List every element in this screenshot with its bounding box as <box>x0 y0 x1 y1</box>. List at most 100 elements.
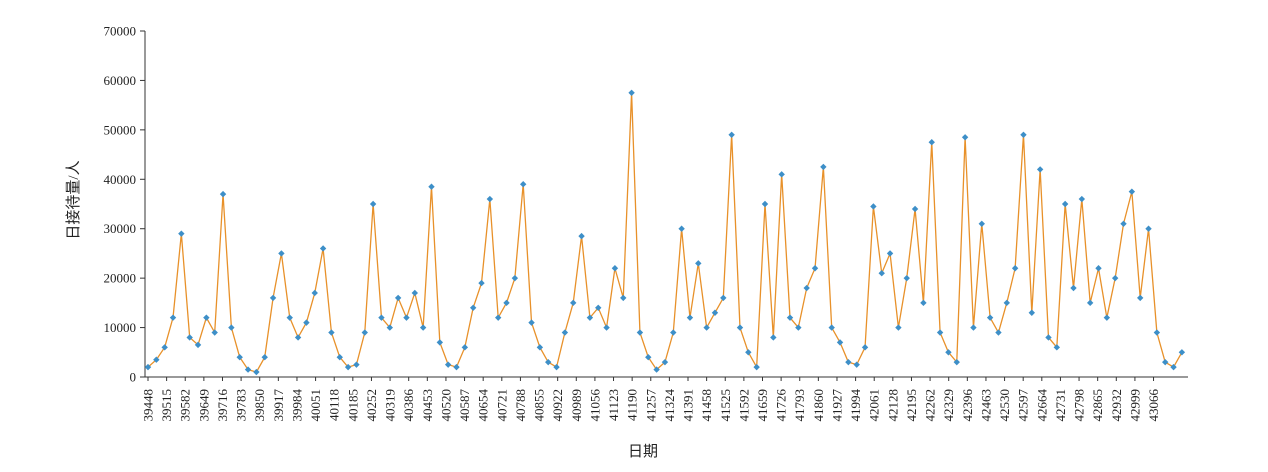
data-point <box>503 299 510 307</box>
x-tick-label: 40185 <box>345 389 360 422</box>
x-tick-label: 42932 <box>1109 389 1124 422</box>
data-point <box>945 349 952 356</box>
x-tick-label: 40654 <box>476 389 491 422</box>
data-point <box>628 89 635 96</box>
data-point <box>611 265 619 272</box>
x-tick-label: 41860 <box>811 389 826 422</box>
data-point <box>211 329 218 336</box>
x-tick-label: 40587 <box>457 389 472 422</box>
x-tick-label: 42865 <box>1090 389 1105 422</box>
data-point <box>344 363 352 371</box>
data-point <box>845 358 852 366</box>
y-tick-label: 70000 <box>104 24 137 39</box>
data-point <box>494 314 502 321</box>
data-point <box>853 361 860 368</box>
data-point <box>653 366 660 373</box>
data-point <box>219 190 227 198</box>
x-tick-label: 41793 <box>792 389 807 422</box>
x-tick-label: 40788 <box>513 389 528 422</box>
data-point <box>511 274 519 282</box>
data-point <box>328 329 335 336</box>
x-tick-label: 42664 <box>1034 389 1049 422</box>
data-point <box>911 205 919 213</box>
x-tick-label: 39850 <box>252 389 267 422</box>
data-point <box>286 314 293 321</box>
data-point <box>770 334 777 341</box>
data-point <box>986 314 994 321</box>
data-point <box>1011 265 1019 272</box>
data-point <box>486 195 494 203</box>
data-point <box>428 183 435 190</box>
data-point <box>1128 188 1136 195</box>
y-tick-label: 20000 <box>104 271 137 286</box>
x-tick-label: 39716 <box>215 389 230 422</box>
data-point <box>1053 344 1061 351</box>
data-point <box>795 324 802 331</box>
data-point <box>820 163 827 171</box>
y-tick-label: 50000 <box>104 122 137 137</box>
x-tick-label: 42061 <box>867 389 882 422</box>
data-point <box>1078 195 1086 203</box>
x-tick-label: 41056 <box>587 389 602 422</box>
data-point <box>353 361 360 368</box>
data-point <box>878 270 885 277</box>
data-point <box>520 181 527 188</box>
x-tick-label: 39917 <box>271 389 286 422</box>
data-point <box>545 358 552 366</box>
data-point <box>595 304 602 311</box>
data-point <box>736 324 744 331</box>
y-tick-label: 10000 <box>104 320 137 335</box>
x-tick-label: 42329 <box>941 389 956 422</box>
x-tick-label: 39984 <box>289 389 304 422</box>
data-point <box>686 314 694 321</box>
x-tick-label: 40118 <box>327 389 342 421</box>
data-point <box>661 358 669 366</box>
data-point <box>336 354 343 361</box>
data-point <box>578 232 585 240</box>
data-point <box>1178 349 1186 356</box>
x-tick-label: 41391 <box>681 389 696 422</box>
data-point <box>469 304 477 311</box>
data-point <box>803 284 810 292</box>
data-point <box>745 349 752 356</box>
data-point <box>778 171 785 178</box>
data-point <box>194 341 202 349</box>
data-point <box>536 344 544 351</box>
x-tick-label: 42530 <box>997 389 1012 422</box>
data-point <box>253 368 260 376</box>
data-point <box>461 344 469 351</box>
data-point <box>695 260 702 267</box>
x-tick-label: 42128 <box>885 389 900 422</box>
data-point <box>886 250 894 257</box>
x-tick-label: 40386 <box>401 389 416 422</box>
x-tick-label: 40319 <box>383 389 398 422</box>
data-point <box>444 361 452 368</box>
data-point <box>244 366 252 373</box>
data-point <box>895 324 902 331</box>
data-point <box>720 294 727 302</box>
data-point <box>436 339 444 346</box>
x-tick-label: 41994 <box>848 389 863 422</box>
data-point <box>394 294 402 302</box>
x-tick-label: 42463 <box>978 389 993 422</box>
data-point <box>203 314 210 321</box>
data-point <box>645 354 652 361</box>
data-point <box>236 354 243 361</box>
data-point <box>161 344 168 351</box>
data-point <box>970 324 977 331</box>
y-tick-label: 0 <box>130 370 137 385</box>
data-point <box>786 314 794 321</box>
x-tick-label: 40855 <box>532 389 547 422</box>
x-tick-label: 41525 <box>718 389 733 422</box>
data-point <box>1145 225 1152 232</box>
x-tick-label: 41257 <box>643 389 658 422</box>
data-point <box>761 200 769 208</box>
y-tick-label: 40000 <box>104 172 137 187</box>
data-point <box>961 134 969 141</box>
x-tick-label: 41324 <box>662 389 677 422</box>
data-point <box>978 220 985 227</box>
data-point <box>620 294 627 302</box>
data-point <box>728 131 735 138</box>
data-point <box>903 274 910 282</box>
data-point <box>670 329 677 336</box>
